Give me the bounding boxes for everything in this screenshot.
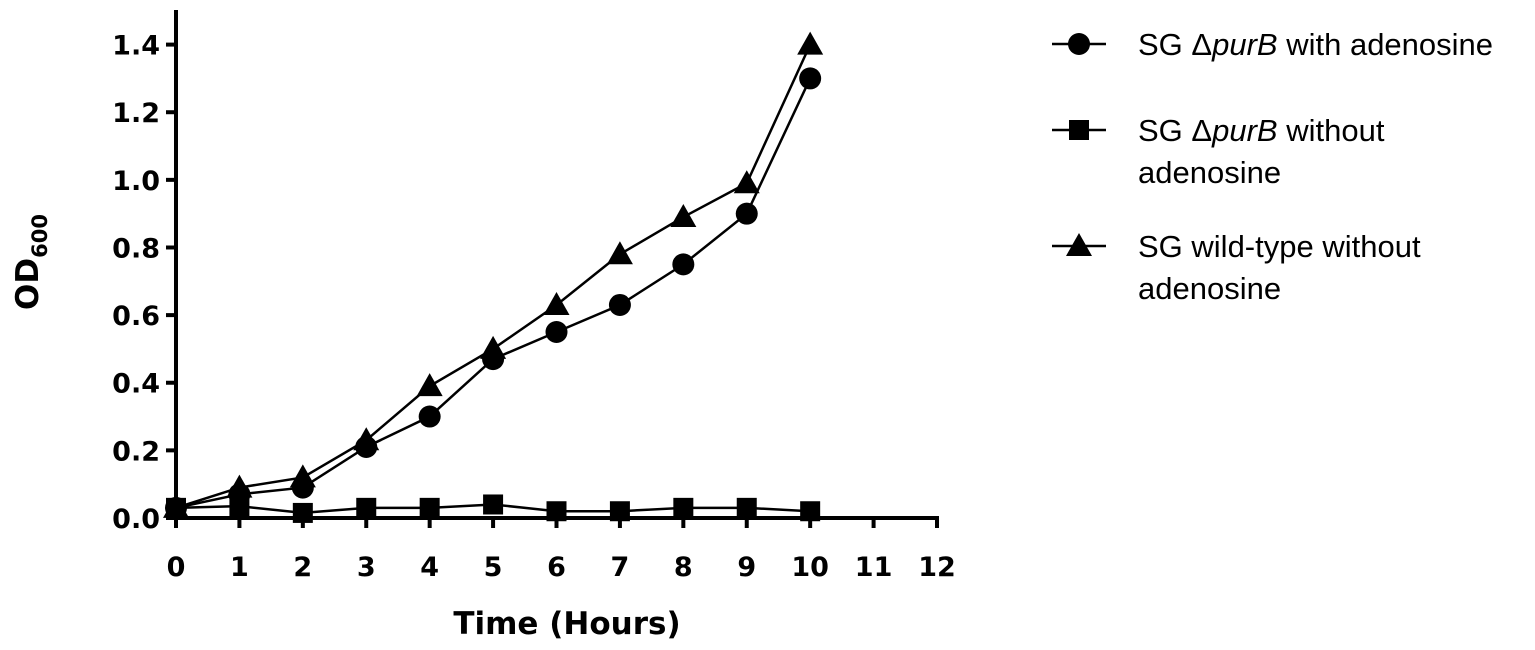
legend-label: SG ΔpurB with adenosine bbox=[1138, 27, 1493, 62]
data-point-triangle bbox=[670, 204, 697, 228]
y-tick-label: 0.0 bbox=[112, 504, 160, 535]
y-axis-title-main: OD bbox=[10, 258, 46, 310]
legend-marker-triangle bbox=[1066, 233, 1092, 256]
legend: SG ΔpurB with adenosine SG ΔpurB without a… bbox=[1052, 27, 1493, 306]
y-axis-title: OD600 bbox=[10, 214, 52, 310]
x-tick-label: 4 bbox=[420, 552, 439, 583]
data-point-circle bbox=[545, 321, 568, 344]
legend-label: SG ΔpurB without bbox=[1138, 113, 1385, 148]
y-tick-label: 1.2 bbox=[112, 98, 160, 129]
data-point-square bbox=[292, 502, 313, 523]
x-tick-label: 1 bbox=[230, 552, 249, 583]
legend-item: SG ΔpurB without adenosine bbox=[1052, 113, 1385, 190]
data-point-square bbox=[609, 501, 630, 522]
data-point-square bbox=[800, 501, 821, 522]
data-point-triangle bbox=[606, 241, 633, 265]
y-tick-label: 0.4 bbox=[112, 369, 160, 400]
series-layer bbox=[163, 31, 824, 523]
data-point-circle bbox=[418, 405, 441, 428]
data-point-square bbox=[736, 497, 757, 518]
y-tick-label: 1.4 bbox=[112, 31, 160, 62]
legend-item: SG wild-type without adenosine bbox=[1052, 229, 1421, 306]
x-tick-label: 5 bbox=[484, 552, 503, 583]
ticks: 0.00.20.40.60.81.01.21.40 1 2 3 4 5 6 7 8 9 10 11 12 bbox=[112, 31, 956, 583]
y-tick-label: 0.2 bbox=[112, 436, 160, 467]
y-tick-label: 0.8 bbox=[112, 233, 160, 264]
data-point-triangle bbox=[289, 464, 316, 488]
legend-label: SG wild-type without bbox=[1138, 229, 1421, 264]
x-tick-label: 2 bbox=[293, 552, 312, 583]
data-point-triangle bbox=[353, 427, 380, 451]
series-circle bbox=[165, 67, 822, 519]
legend-label-line2: adenosine bbox=[1138, 155, 1281, 190]
x-tick-label: 6 bbox=[547, 552, 566, 583]
series-line bbox=[175, 44, 812, 510]
y-axis-title-sub: 600 bbox=[28, 214, 52, 258]
data-point-triangle bbox=[163, 494, 189, 518]
data-point-square bbox=[546, 501, 567, 522]
x-tick-label: 3 bbox=[357, 552, 376, 583]
data-point-triangle bbox=[733, 170, 760, 194]
axes bbox=[174, 10, 939, 520]
data-point-triangle bbox=[226, 474, 253, 498]
data-point-square bbox=[356, 497, 377, 518]
legend-label-line2: adenosine bbox=[1138, 271, 1281, 306]
series-line bbox=[175, 77, 812, 510]
legend-marker-circle bbox=[1068, 33, 1090, 55]
x-tick-label: 0 bbox=[167, 552, 186, 583]
y-tick-label: 0.6 bbox=[112, 301, 160, 332]
data-point-triangle bbox=[480, 335, 507, 359]
series-triangle bbox=[163, 31, 824, 518]
data-point-circle bbox=[672, 253, 695, 276]
x-tick-label: 11 bbox=[855, 552, 893, 583]
data-point-triangle bbox=[797, 31, 824, 55]
x-tick-label: 9 bbox=[737, 552, 756, 583]
x-tick-label: 8 bbox=[674, 552, 693, 583]
data-point-circle bbox=[608, 293, 631, 316]
x-tick-label: 10 bbox=[791, 552, 829, 583]
data-point-square bbox=[483, 494, 504, 515]
legend-item: SG ΔpurB with adenosine bbox=[1052, 27, 1493, 62]
data-point-square bbox=[419, 497, 440, 518]
data-point-square bbox=[673, 497, 694, 518]
data-point-circle bbox=[799, 67, 822, 90]
x-tick-label: 12 bbox=[918, 552, 956, 583]
data-point-triangle bbox=[543, 291, 570, 315]
legend-marker-square bbox=[1069, 120, 1089, 140]
x-axis-title: Time (Hours) bbox=[453, 606, 680, 642]
data-point-triangle bbox=[416, 373, 443, 397]
x-tick-label: 7 bbox=[611, 552, 630, 583]
data-point-circle bbox=[735, 202, 758, 225]
data-point-square bbox=[229, 496, 250, 517]
y-tick-label: 1.0 bbox=[112, 166, 160, 197]
